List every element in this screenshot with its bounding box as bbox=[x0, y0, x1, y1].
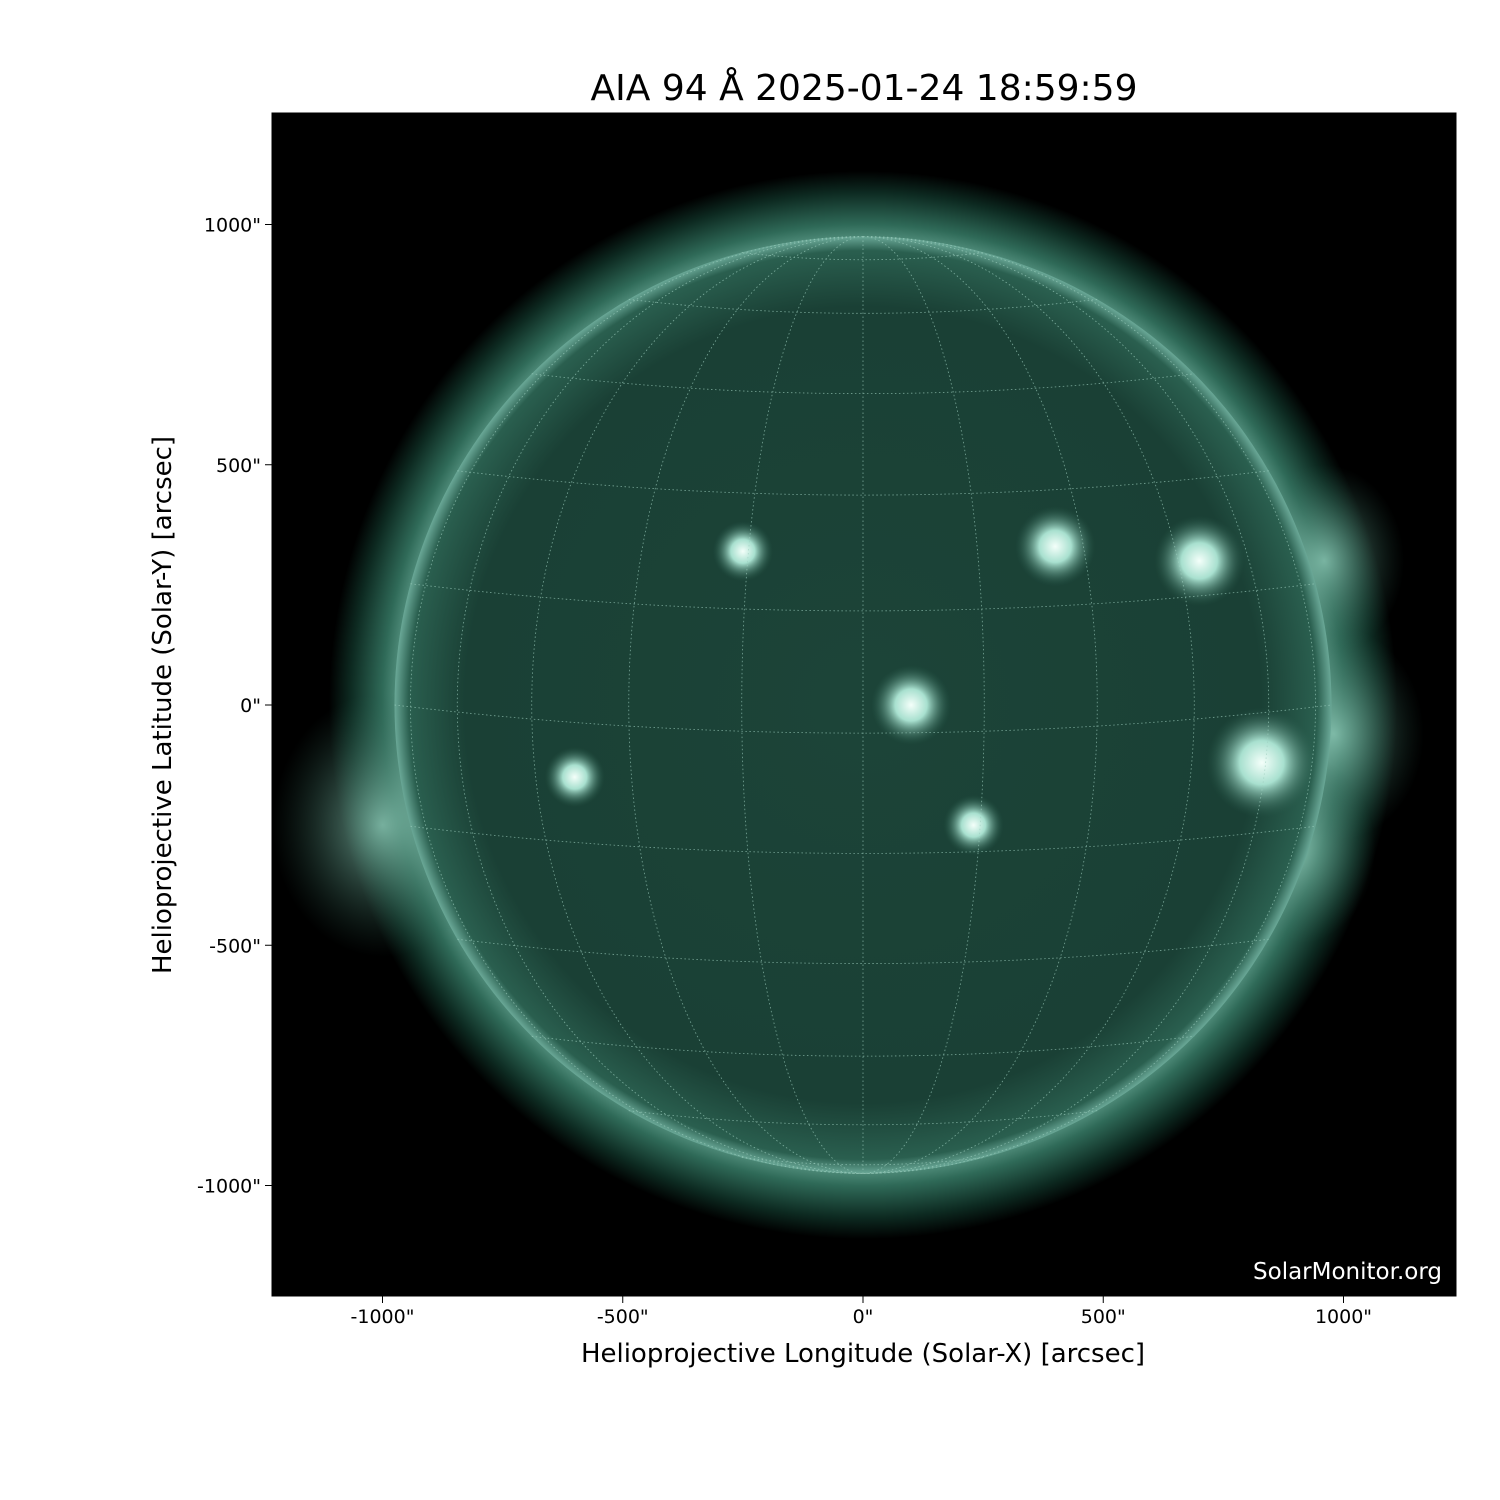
active-region bbox=[712, 521, 773, 582]
y-tick-label: -500" bbox=[209, 935, 261, 957]
y-axis-label: Helioprojective Latitude (Solar-Y) [arcs… bbox=[148, 436, 178, 974]
x-tick-label: -1000" bbox=[351, 1306, 415, 1328]
active-region bbox=[871, 665, 952, 745]
y-tick-label: 500" bbox=[216, 455, 261, 477]
x-tick-label: -500" bbox=[597, 1306, 649, 1328]
x-axis-label: Helioprojective Longitude (Solar-X) [arc… bbox=[581, 1339, 1145, 1369]
active-region bbox=[544, 747, 605, 808]
x-tick-label: 500" bbox=[1081, 1306, 1126, 1328]
active-region bbox=[1154, 515, 1245, 606]
y-tick-label: 0" bbox=[240, 695, 261, 717]
watermark: SolarMonitor.org bbox=[1253, 1259, 1442, 1285]
x-tick-label: 0" bbox=[853, 1306, 874, 1328]
active-region bbox=[1206, 707, 1317, 818]
active-region bbox=[943, 795, 1004, 856]
y-tick-label: 1000" bbox=[204, 215, 261, 237]
coordinate-grid bbox=[394, 236, 1332, 1174]
active-region bbox=[1015, 506, 1096, 587]
chart-title: AIA 94 Å 2025-01-24 18:59:59 bbox=[590, 68, 1138, 109]
x-tick-label: 1000" bbox=[1315, 1306, 1372, 1328]
y-tick-label: -1000" bbox=[197, 1176, 261, 1198]
